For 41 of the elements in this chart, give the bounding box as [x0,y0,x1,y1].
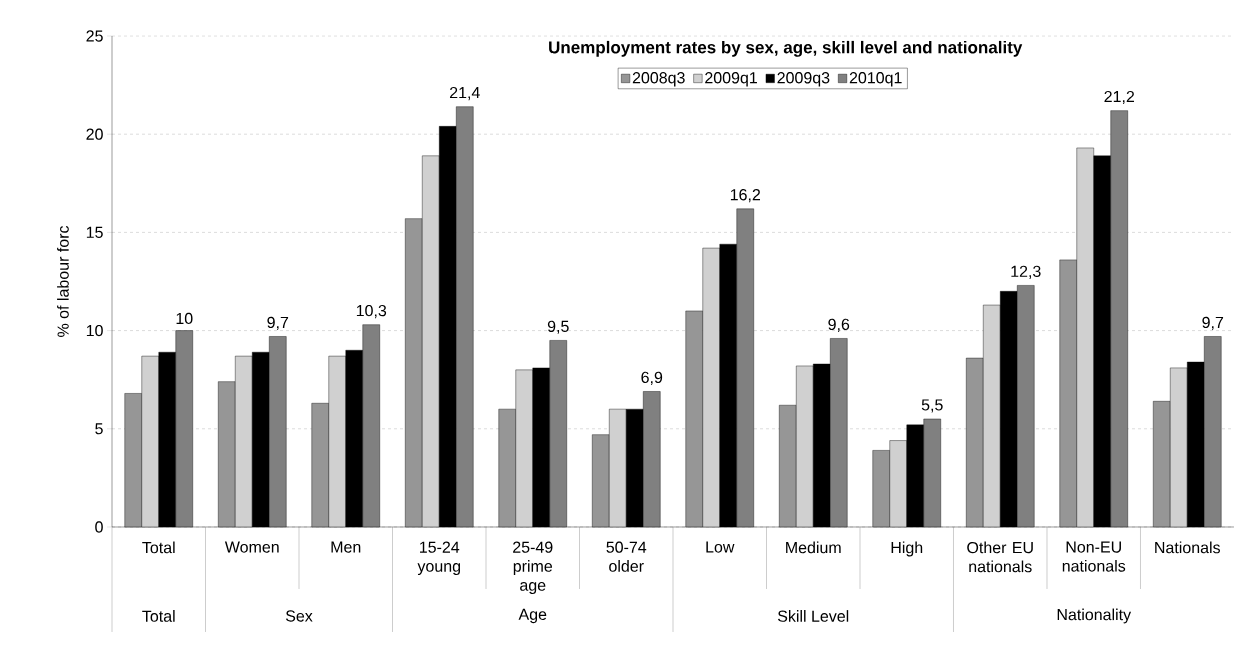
y-tick-label: 15 [86,226,103,238]
data-label: 10 [176,312,193,325]
legend-label: 2008q3 [632,72,685,87]
legend-label: 2009q3 [777,72,830,87]
y-tick-label: 10 [86,324,103,337]
data-label: 6,9 [641,371,663,385]
text: Sex [285,610,313,622]
y-tick-label: 20 [86,128,103,140]
data-label: 9,6 [828,318,850,332]
legend-label: 2010q1 [849,72,902,87]
x-tick-label: Low [706,541,735,553]
text: Age [518,608,547,624]
data-label: 21,2 [1104,90,1135,105]
text: Nationality [1057,608,1132,624]
x-tick-label: 25-49 prime age [513,541,553,595]
data-label: 9,7 [267,316,289,330]
y-tick-label: 0 [95,521,103,533]
chart-title: Unemployment rates by sex, age, skill level and nationality [549,40,1023,57]
text: Skill Level [777,610,849,622]
x-tick-label: 15-24 young [417,541,461,576]
data-label: 10,3 [356,304,387,319]
x-tick-label: Other EU nationals [967,541,1033,573]
data-label: 5,5 [921,399,943,413]
data-label: 21,4 [449,86,480,101]
x-tick-label: High [891,541,923,557]
y-tick-label: 25 [86,30,103,42]
x-tick-label: Men [331,541,361,553]
data-label: 9,7 [1202,316,1224,330]
x-tick-label: Women [224,541,279,553]
x-tick-label: Nationals [1155,541,1220,554]
x-tick-label: Non-EU nationals [1062,541,1126,572]
x-tick-label: Total [142,541,175,554]
data-label: 12,3 [1011,265,1041,279]
x-tick-label: 50-74 older [606,541,647,572]
text: Total [142,610,175,622]
y-axis-title: % of labour forc [57,225,69,337]
legend-label: 2009q1 [705,72,757,87]
data-label: 9,5 [547,320,569,334]
y-tick-label: 5 [95,423,103,435]
data-label: 16,2 [730,189,761,203]
x-tick-label: Medium [786,541,841,554]
